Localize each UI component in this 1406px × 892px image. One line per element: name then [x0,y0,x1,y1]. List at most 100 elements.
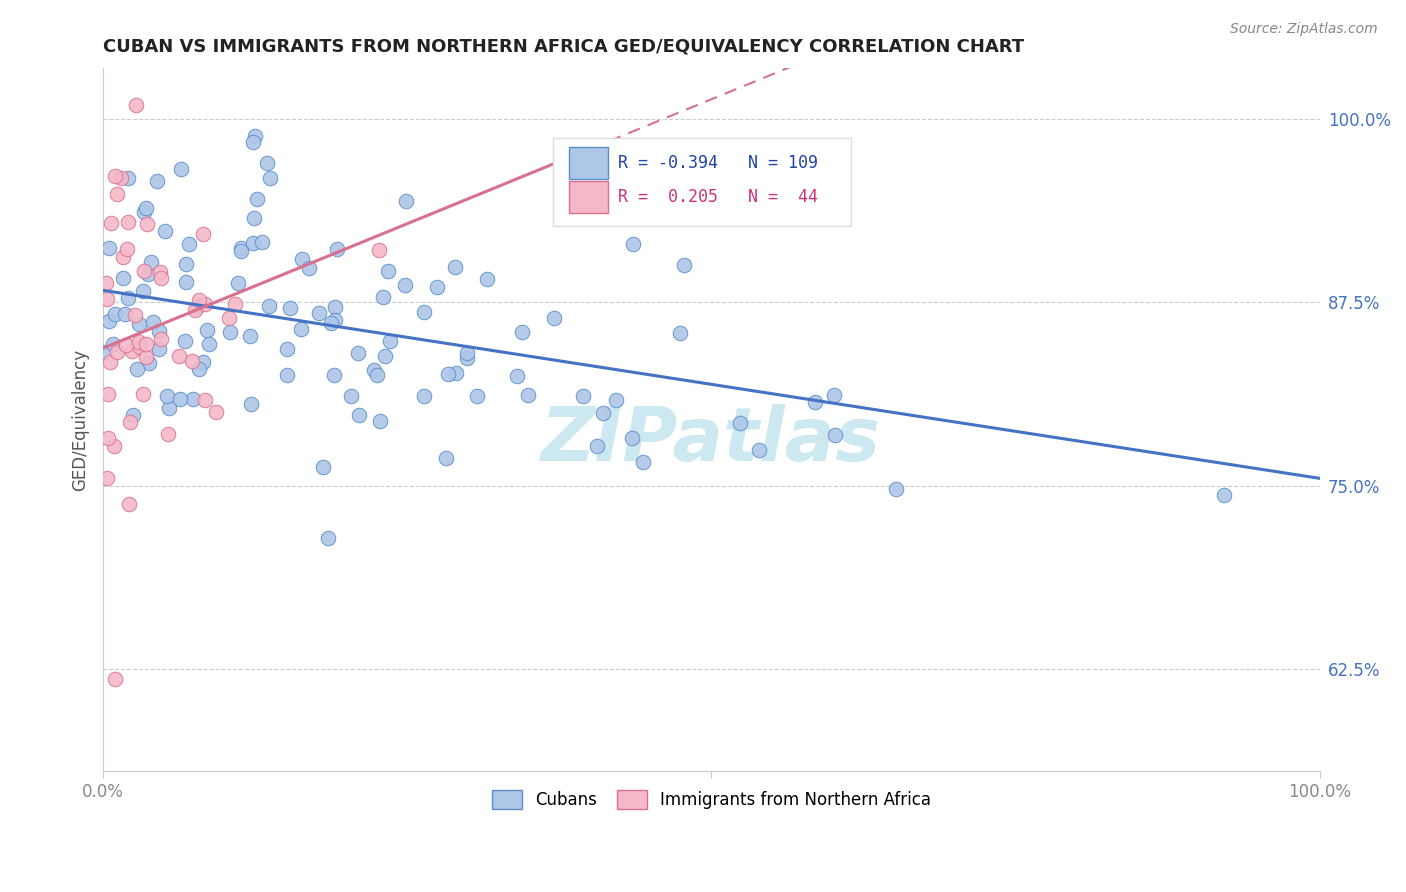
Point [585,439,607,453]
Point [115,242,138,256]
Point [124,308,146,322]
Point [219,326,242,340]
Point [193,227,215,241]
Point [412,305,434,319]
Point [425,280,447,294]
Point [97,241,120,255]
Point [115,338,138,352]
Point [456,346,478,360]
Point [256,155,278,169]
Point [135,350,157,364]
Point [194,297,217,311]
Point [631,455,654,469]
Point [157,401,180,416]
Point [363,363,385,377]
Point [94,276,117,290]
Point [240,396,263,410]
Point [198,337,221,351]
Point [231,241,253,255]
Point [318,531,340,545]
Point [114,307,136,321]
Point [374,350,396,364]
Point [250,235,273,249]
Point [205,405,228,419]
Point [120,415,142,429]
Point [117,215,139,229]
Point [146,174,169,188]
Point [377,264,399,278]
Point [187,299,209,313]
Point [257,299,280,313]
Point [323,300,346,314]
Point [105,186,128,201]
Point [181,353,204,368]
Point [96,293,118,307]
Point [195,323,218,337]
Point [134,204,156,219]
Point [517,388,540,402]
Text: ZIPatlas: ZIPatlas [541,404,882,477]
Point [367,243,389,257]
Point [394,277,416,292]
Point [193,355,215,369]
Text: Source: ZipAtlas.com: Source: ZipAtlas.com [1230,22,1378,37]
Point [437,367,460,381]
Point [510,325,533,339]
Point [139,254,162,268]
Point [156,389,179,403]
Point [103,439,125,453]
Point [149,265,172,279]
Point [298,261,321,276]
Point [748,443,770,458]
Point [134,264,156,278]
Point [135,201,157,215]
Point [187,362,209,376]
Point [824,428,846,442]
FancyBboxPatch shape [569,147,607,179]
Point [278,301,301,315]
Point [246,192,269,206]
Point [444,260,467,274]
Point [321,316,343,330]
Point [505,369,527,384]
Point [434,450,457,465]
FancyBboxPatch shape [569,180,607,213]
Point [242,135,264,149]
Point [231,244,253,259]
Point [111,270,134,285]
Point [132,387,155,401]
Point [226,276,249,290]
Point [174,275,197,289]
Point [187,293,209,308]
Point [98,354,121,368]
Point [94,345,117,359]
Point [347,346,370,360]
Point [184,303,207,318]
Point [312,460,335,475]
Point [378,334,401,349]
Point [322,368,344,382]
Point [117,170,139,185]
Point [174,334,197,348]
Point [98,314,121,328]
Point [323,313,346,327]
Text: CUBAN VS IMMIGRANTS FROM NORTHERN AFRICA GED/EQUIVALENCY CORRELATION CHART: CUBAN VS IMMIGRANTS FROM NORTHERN AFRICA… [103,37,1024,55]
Point [148,342,170,356]
Point [823,388,845,402]
Point [148,324,170,338]
Point [156,426,179,441]
Point [456,351,478,366]
Point [243,128,266,143]
Point [276,368,298,382]
Point [167,349,190,363]
Point [149,332,172,346]
Point [125,361,148,376]
Point [884,482,907,496]
Point [96,471,118,485]
Y-axis label: GED/Equivalency: GED/Equivalency [72,349,89,491]
Point [149,271,172,285]
Point [308,306,330,320]
Point [339,389,361,403]
Point [366,368,388,383]
Point [728,416,751,430]
